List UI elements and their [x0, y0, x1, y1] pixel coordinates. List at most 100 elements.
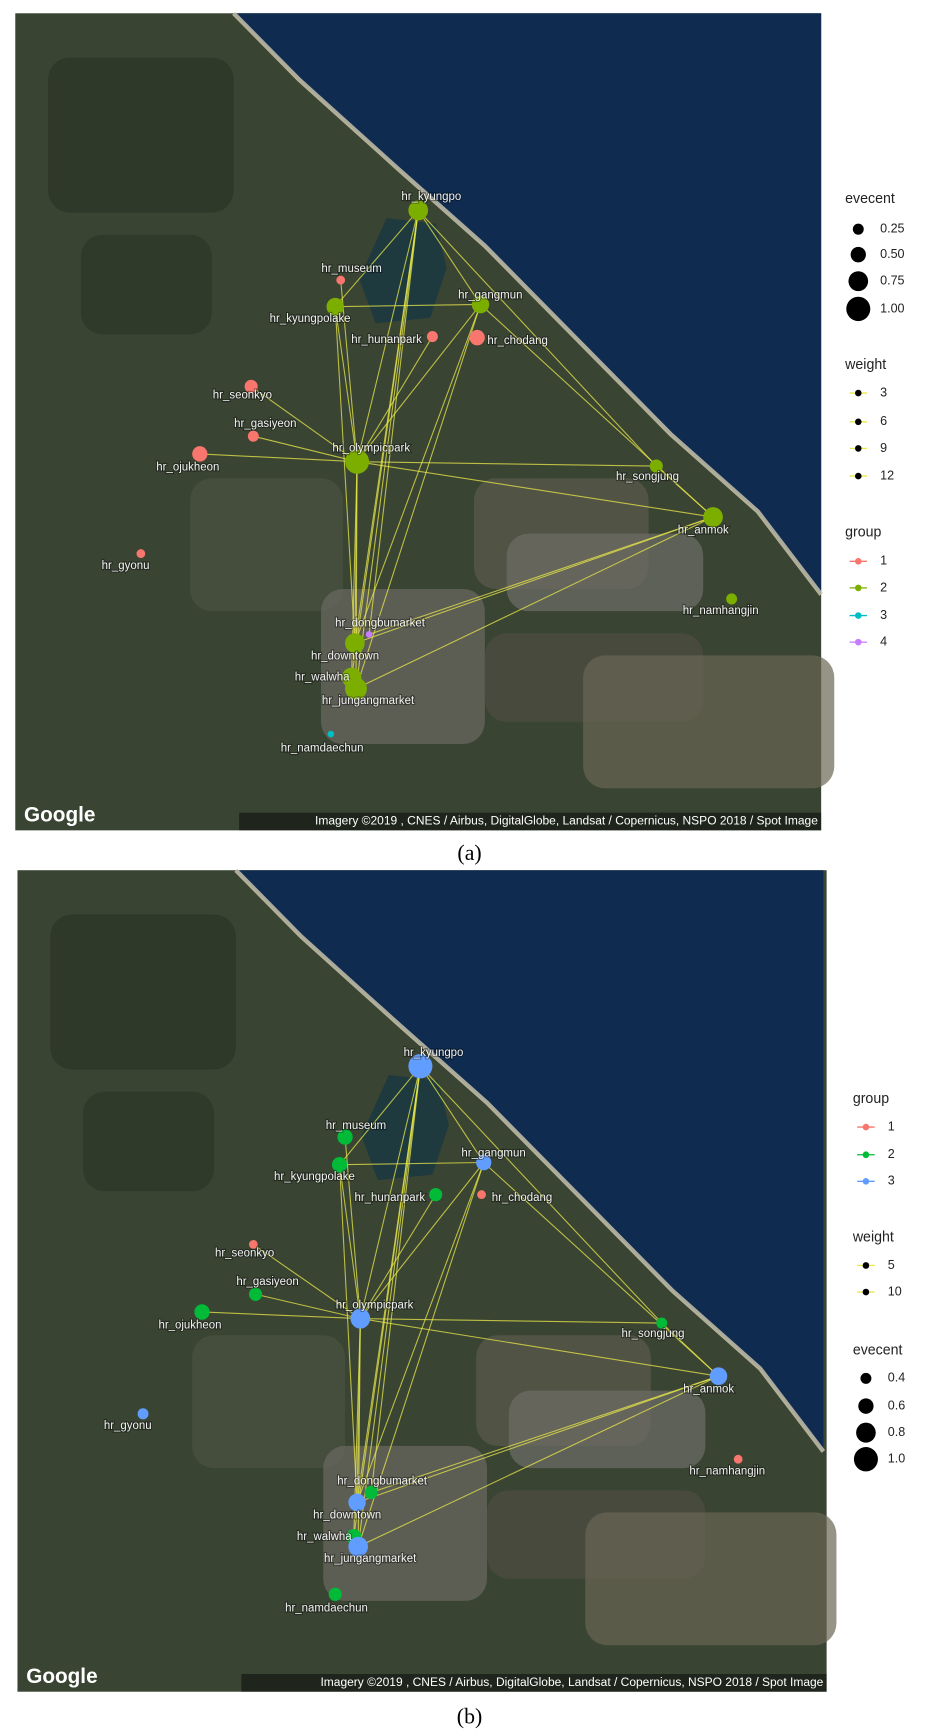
- node-label: hr_jungangmarket: [324, 1553, 417, 1565]
- node-label: hr_walwha: [295, 672, 350, 684]
- attribution: Imagery ©2019 , CNES / Airbus, DigitalGl…: [320, 1675, 823, 1689]
- legend-key: [850, 246, 866, 263]
- edge: [359, 1066, 421, 1319]
- legend-label: 0.50: [880, 247, 904, 261]
- node: [471, 295, 490, 314]
- legend-label: 10: [888, 1284, 902, 1298]
- node: [350, 1308, 371, 1329]
- node-label: hr_songjung: [616, 471, 679, 483]
- legend-key: [855, 612, 862, 619]
- legend-key: [855, 638, 862, 646]
- attribution-bg: [241, 1674, 827, 1692]
- legend-label: 0.4: [888, 1371, 905, 1385]
- node-label: hr_olympicpark: [332, 442, 410, 454]
- node: [336, 275, 346, 285]
- edge: [355, 210, 419, 689]
- attribution: Imagery ©2019 , CNES / Airbus, DigitalGl…: [315, 814, 818, 828]
- legend-title: group: [845, 524, 881, 540]
- legend-title: evecent: [845, 191, 895, 207]
- node: [328, 1587, 342, 1601]
- legend-key: [855, 558, 862, 565]
- node: [429, 1187, 443, 1202]
- node: [726, 593, 738, 605]
- terrain: [82, 1091, 215, 1192]
- map-panel: hr_kyungpo hr_museum hr_kyungpolake hr_gang…: [17, 868, 837, 1692]
- edge: [356, 210, 419, 462]
- terrain: [585, 1512, 837, 1646]
- legend-key: [848, 271, 869, 292]
- edge: [339, 1161, 484, 1166]
- legend-key: [855, 584, 862, 592]
- legend-key: [846, 296, 871, 322]
- google-logo: Google: [26, 1665, 97, 1688]
- edge: [368, 516, 714, 635]
- node-label: hr_namdaechun: [285, 1603, 368, 1615]
- caption: (a): [457, 840, 481, 865]
- attribution-bg: [239, 812, 822, 831]
- legend-key: [852, 223, 864, 235]
- terrain: [323, 1445, 488, 1601]
- edge: [353, 1066, 421, 1537]
- node-label: hr_anmok: [683, 1383, 734, 1395]
- edge: [360, 1318, 662, 1324]
- legend-title: evecent: [853, 1342, 903, 1358]
- legend-key: [862, 1178, 870, 1185]
- node-label: hr_ojukheon: [158, 1319, 221, 1331]
- edge: [417, 210, 481, 305]
- node-label: hr_olympicpark: [336, 1299, 414, 1311]
- edge: [253, 1243, 361, 1320]
- node: [469, 329, 485, 346]
- node-label: hr_hunanpark: [354, 1192, 425, 1204]
- edge: [357, 461, 657, 467]
- legend-label: 3: [880, 385, 887, 399]
- node-label: hr_museum: [326, 1120, 386, 1132]
- edge: [357, 1375, 719, 1548]
- node: [247, 430, 259, 442]
- legend-key: [858, 1398, 874, 1414]
- legend-key: [862, 1123, 870, 1131]
- legend-label: 0.75: [880, 274, 904, 288]
- node-label: hr_kyungpo: [404, 1047, 464, 1059]
- node: [408, 200, 429, 221]
- node-label: hr_jungangmarket: [322, 695, 415, 707]
- edge: [340, 280, 358, 462]
- node-label: hr_namhangjin: [689, 1465, 765, 1477]
- node: [408, 1054, 433, 1079]
- node: [426, 331, 438, 343]
- edge: [344, 1136, 361, 1319]
- edge: [355, 516, 714, 690]
- node-label: hr_gangmun: [461, 1148, 525, 1160]
- node-label: hr_dongbumarket: [335, 617, 426, 629]
- node-label: hr_downtown: [313, 1510, 381, 1522]
- edge: [335, 303, 481, 308]
- edge: [356, 1375, 719, 1503]
- node-label: hr_seonkyo: [215, 1247, 274, 1259]
- edge: [201, 1311, 361, 1320]
- legend-label: 3: [880, 608, 887, 622]
- legend-label: 4: [880, 634, 887, 648]
- edge: [359, 1162, 485, 1319]
- terrain: [50, 914, 236, 1070]
- legend-label: 5: [888, 1258, 895, 1272]
- node: [477, 1190, 486, 1200]
- edge: [339, 1164, 358, 1503]
- node-label: hr_walwha: [297, 1531, 352, 1543]
- terrain: [190, 478, 343, 612]
- node: [345, 633, 365, 654]
- legend-label: 1: [880, 554, 887, 568]
- node: [244, 379, 258, 394]
- node: [345, 677, 367, 700]
- legend-key: [860, 1372, 872, 1384]
- node-label: hr_gangmun: [458, 290, 522, 302]
- edge: [355, 304, 481, 689]
- node: [364, 1485, 378, 1500]
- edge: [255, 1293, 361, 1320]
- edge: [356, 461, 714, 518]
- edge: [253, 435, 358, 463]
- node-label: hr_downtown: [311, 651, 379, 663]
- node: [136, 549, 146, 558]
- legend-label: 1: [888, 1119, 895, 1133]
- node-label: hr_hunanpark: [351, 334, 422, 346]
- node: [703, 507, 723, 527]
